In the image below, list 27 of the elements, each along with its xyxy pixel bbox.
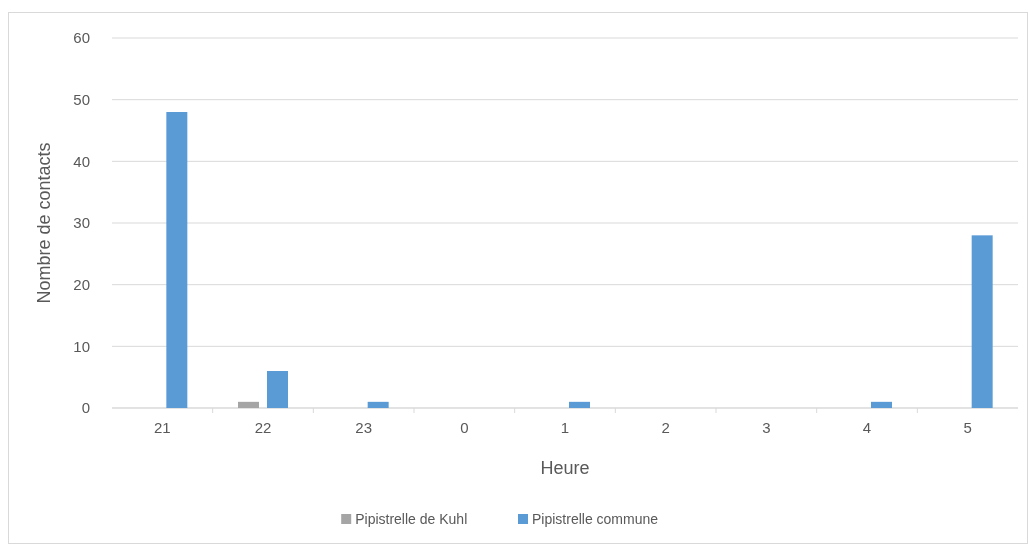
y-tick-label: 60 <box>73 29 90 47</box>
bar <box>871 401 892 408</box>
bar <box>166 112 188 408</box>
x-tick-label: 5 <box>963 419 972 436</box>
x-tick-label: 2 <box>661 419 670 436</box>
y-tick-label: 30 <box>73 214 90 232</box>
legend-label: Pipistrelle de Kuhl <box>355 510 468 527</box>
y-tick-label: 0 <box>81 399 90 417</box>
y-tick-label: 20 <box>73 275 90 293</box>
x-tick-label: 21 <box>153 419 171 436</box>
x-tick-label: 1 <box>560 419 570 436</box>
x-tick-label: 0 <box>460 419 469 436</box>
x-axis-title: Heure <box>540 458 590 478</box>
x-tick-label: 4 <box>862 419 872 436</box>
x-tick-label: 22 <box>254 419 272 436</box>
y-tick-label: 10 <box>73 337 90 355</box>
x-tick-label: 3 <box>762 419 771 436</box>
bar <box>971 235 993 408</box>
legend-label: Pipistrelle commune <box>532 510 659 527</box>
x-tick-label: 23 <box>355 419 373 436</box>
bar <box>569 401 590 408</box>
y-tick-label: 40 <box>73 152 90 170</box>
bar <box>367 401 389 408</box>
bar <box>267 371 288 408</box>
y-tick-label: 50 <box>73 90 90 108</box>
y-axis-title: Nombre de contacts <box>34 142 54 304</box>
bar <box>238 401 259 408</box>
